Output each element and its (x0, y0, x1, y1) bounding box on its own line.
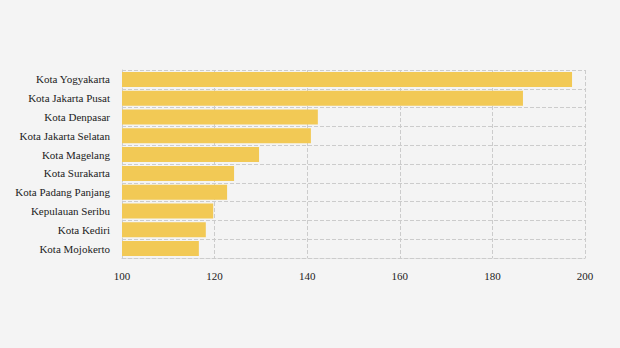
svg-text:Kota Surakarta: Kota Surakarta (44, 167, 110, 179)
svg-text:120: 120 (206, 270, 223, 282)
svg-text:100: 100 (114, 270, 131, 282)
svg-text:Kota Denpasar: Kota Denpasar (44, 111, 110, 123)
svg-text:Kota Yogyakarta: Kota Yogyakarta (36, 73, 110, 85)
svg-text:Kepulauan Seribu: Kepulauan Seribu (31, 205, 111, 217)
svg-text:Kota Padang Panjang: Kota Padang Panjang (15, 186, 110, 198)
svg-text:Kota Mojokerto: Kota Mojokerto (39, 243, 110, 255)
svg-text:Kota Magelang: Kota Magelang (42, 149, 111, 161)
svg-text:200: 200 (577, 270, 594, 282)
svg-text:Kota Kediri: Kota Kediri (58, 224, 110, 236)
svg-text:180: 180 (484, 270, 501, 282)
svg-text:Kota Jakarta Pusat: Kota Jakarta Pusat (28, 92, 110, 104)
svg-text:140: 140 (299, 270, 316, 282)
svg-text:160: 160 (392, 270, 409, 282)
svg-text:Kota Jakarta Selatan: Kota Jakarta Selatan (20, 130, 111, 142)
